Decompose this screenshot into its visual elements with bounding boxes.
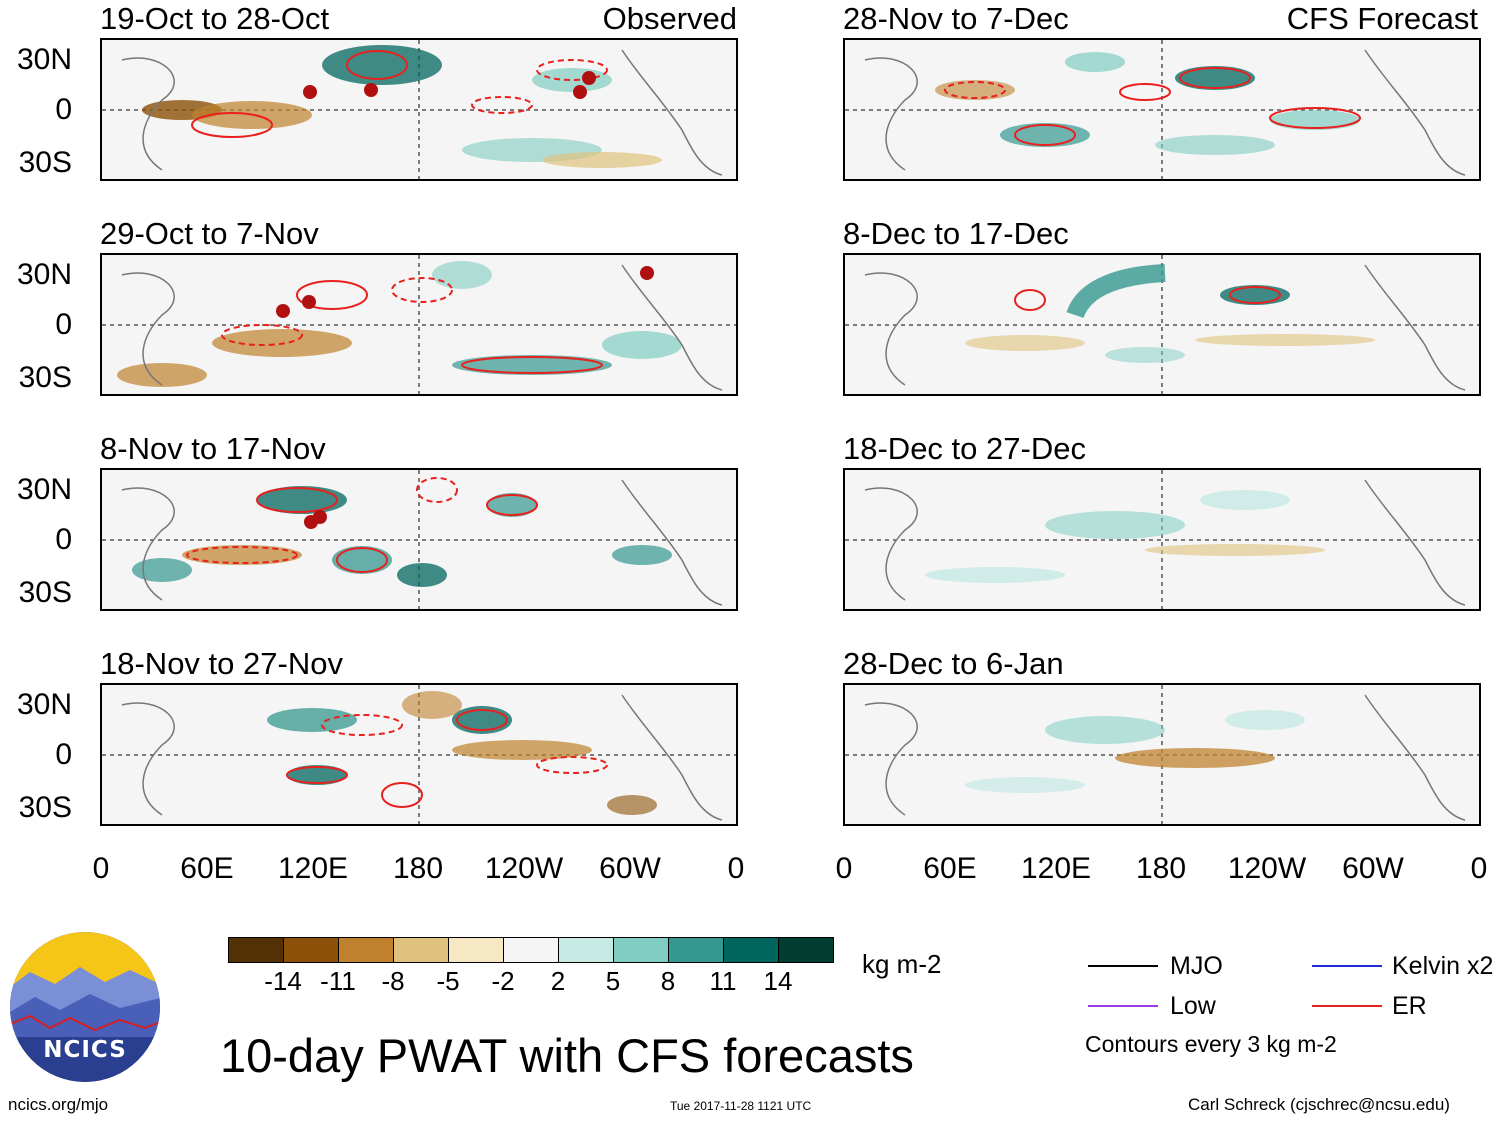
lon-label: 60W xyxy=(599,852,661,885)
lat-label-30s: 30S xyxy=(18,791,72,824)
map-forecast-4 xyxy=(843,683,1481,826)
legend-line-er xyxy=(1312,1005,1382,1007)
storm-marker-icon xyxy=(276,304,290,318)
lon-label: 120W xyxy=(484,852,564,885)
legend-label-low: Low xyxy=(1170,992,1216,1020)
lon-label: 0 xyxy=(92,852,110,885)
lat-label-eq: 0 xyxy=(55,738,72,771)
storm-marker-icon xyxy=(313,510,327,524)
lon-label: 180 xyxy=(392,852,444,885)
colorbar-tick: 5 xyxy=(605,966,621,996)
colorbar-tick: 2 xyxy=(550,966,566,996)
colorbar-swatch xyxy=(669,938,724,962)
lon-label: 180 xyxy=(1135,852,1187,885)
logo-text: NCICS xyxy=(43,1037,127,1063)
map-graphic xyxy=(845,685,1479,824)
ncics-logo: NCICS xyxy=(10,932,160,1082)
lon-label: 0 xyxy=(835,852,853,885)
map-observed-3 xyxy=(100,468,738,611)
colorbar-swatch xyxy=(614,938,669,962)
colorbar-swatch xyxy=(284,938,339,962)
map-observed-1 xyxy=(100,38,738,181)
legend-line-mjo xyxy=(1088,965,1158,967)
lat-label-eq: 0 xyxy=(55,308,72,341)
footer-author: Carl Schreck (cjschrec@ncsu.edu) xyxy=(1188,1095,1450,1114)
lat-label-30s: 30S xyxy=(18,576,72,609)
lat-label-30n: 30N xyxy=(16,43,72,76)
legend-label-er: ER xyxy=(1392,992,1427,1020)
colorbar-tick: -5 xyxy=(436,966,460,996)
colorbar xyxy=(228,937,834,963)
lon-label: 60W xyxy=(1342,852,1404,885)
map-graphic xyxy=(845,470,1479,609)
colorbar-swatch xyxy=(504,938,559,962)
colorbar-swatch xyxy=(339,938,394,962)
storm-marker-icon xyxy=(640,266,654,280)
lat-label-30s: 30S xyxy=(18,146,72,179)
storm-marker-icon xyxy=(582,71,596,85)
legend-line-kelvin xyxy=(1312,965,1382,967)
lat-label-30n: 30N xyxy=(16,258,72,291)
colorbar-tick: -11 xyxy=(320,966,356,996)
panel-title-obs-2: 29-Oct to 7-Nov xyxy=(100,216,319,251)
panel-title-fc-4: 28-Dec to 6-Jan xyxy=(843,646,1064,681)
map-graphic xyxy=(845,40,1479,179)
storm-marker-icon xyxy=(303,85,317,99)
lon-label: 120W xyxy=(1227,852,1307,885)
lon-label: 60E xyxy=(180,852,234,885)
legend-label-kelvin: Kelvin x2 xyxy=(1392,952,1494,980)
map-forecast-3 xyxy=(843,468,1481,611)
lat-label-30n: 30N xyxy=(16,473,72,506)
map-graphic xyxy=(102,470,736,609)
colorbar-swatch xyxy=(559,938,614,962)
colorbar-tick: 14 xyxy=(763,966,793,996)
lon-label: 120E xyxy=(1020,852,1092,885)
storm-marker-icon xyxy=(573,85,587,99)
map-graphic xyxy=(102,685,736,824)
lon-label: 120E xyxy=(277,852,349,885)
panel-title-obs-3: 8-Nov to 17-Nov xyxy=(100,431,326,466)
main-title: 10-day PWAT with CFS forecasts xyxy=(220,1029,914,1082)
lat-label-eq: 0 xyxy=(55,523,72,556)
lat-label-30s: 30S xyxy=(18,361,72,394)
lon-label: 0 xyxy=(1470,852,1488,885)
colorbar-tick: 8 xyxy=(660,966,676,996)
footer-url[interactable]: ncics.org/mjo xyxy=(8,1095,109,1114)
panel-title-obs-4: 18-Nov to 27-Nov xyxy=(100,646,343,681)
lat-label-eq: 0 xyxy=(55,93,72,126)
colorbar-tick: 11 xyxy=(709,966,737,996)
colorbar-swatch xyxy=(394,938,449,962)
colorbar-swatch xyxy=(779,938,833,962)
lat-label-30n: 30N xyxy=(16,688,72,721)
footer-timestamp: Tue 2017-11-28 1121 UTC xyxy=(670,1099,812,1113)
colorbar-unit: kg m-2 xyxy=(862,949,942,979)
legend-label-mjo: MJO xyxy=(1170,952,1223,980)
map-forecast-2 xyxy=(843,253,1481,396)
panel-title-fc-3: 18-Dec to 27-Dec xyxy=(843,431,1086,466)
colorbar-tick: -2 xyxy=(491,966,515,996)
storm-marker-icon xyxy=(364,83,378,97)
colorbar-swatch xyxy=(724,938,779,962)
map-observed-4 xyxy=(100,683,738,826)
panel-title-fc-2: 8-Dec to 17-Dec xyxy=(843,216,1069,251)
map-forecast-1 xyxy=(843,38,1481,181)
map-graphic xyxy=(845,255,1479,394)
contour-note: Contours every 3 kg m-2 xyxy=(1085,1031,1337,1057)
observed-header: Observed xyxy=(602,1,737,36)
colorbar-tick: -8 xyxy=(381,966,405,996)
colorbar-swatch xyxy=(229,938,284,962)
panel-title-obs-1: 19-Oct to 28-Oct xyxy=(100,1,330,36)
map-graphic xyxy=(102,40,736,179)
map-observed-2 xyxy=(100,253,738,396)
lon-label: 0 xyxy=(727,852,745,885)
storm-marker-icon xyxy=(302,295,316,309)
lon-label: 60E xyxy=(923,852,977,885)
colorbar-tick: -14 xyxy=(264,966,302,996)
legend-line-low xyxy=(1088,1005,1158,1007)
colorbar-swatch xyxy=(449,938,504,962)
map-graphic xyxy=(102,255,736,394)
forecast-header: CFS Forecast xyxy=(1286,1,1478,36)
panel-title-fc-1: 28-Nov to 7-Dec xyxy=(843,1,1069,36)
